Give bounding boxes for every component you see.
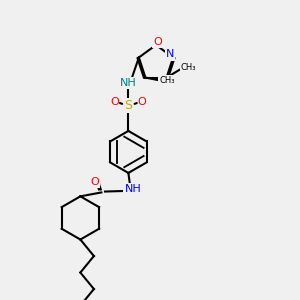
Text: O: O [153, 37, 162, 47]
Text: N: N [166, 50, 174, 59]
Text: CH₃: CH₃ [159, 76, 175, 85]
Text: S: S [124, 99, 132, 112]
Text: NH: NH [120, 78, 137, 88]
Text: O: O [110, 98, 119, 107]
Text: O: O [137, 98, 146, 107]
Text: CH₃: CH₃ [180, 63, 196, 72]
Text: O: O [90, 177, 99, 187]
Text: NH: NH [124, 184, 141, 194]
